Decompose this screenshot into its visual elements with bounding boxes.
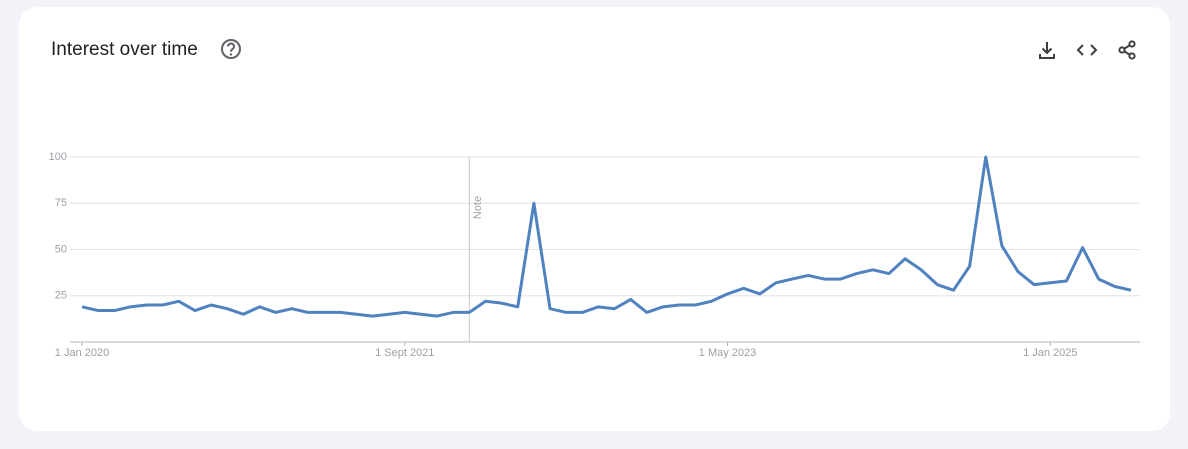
y-tick-label: 25 (55, 290, 67, 302)
y-tick-label: 75 (55, 197, 67, 209)
help-icon[interactable] (221, 39, 241, 59)
embed-icon[interactable] (1076, 44, 1098, 56)
y-tick-label: 100 (49, 151, 67, 163)
y-tick-label: 50 (55, 243, 67, 255)
download-icon[interactable] (1039, 42, 1055, 59)
series-line (81, 155, 1132, 318)
chart-title: Interest over time (51, 39, 198, 60)
note-label: Note (472, 196, 484, 219)
x-tick-label: 1 Sept 2021 (375, 347, 434, 359)
share-icon[interactable] (1118, 40, 1136, 60)
x-tick-label: 1 May 2023 (699, 347, 756, 359)
x-tick-label: 1 Jan 2025 (1023, 347, 1077, 359)
card (19, 7, 1170, 431)
x-tick-label: 1 Jan 2020 (55, 347, 109, 359)
